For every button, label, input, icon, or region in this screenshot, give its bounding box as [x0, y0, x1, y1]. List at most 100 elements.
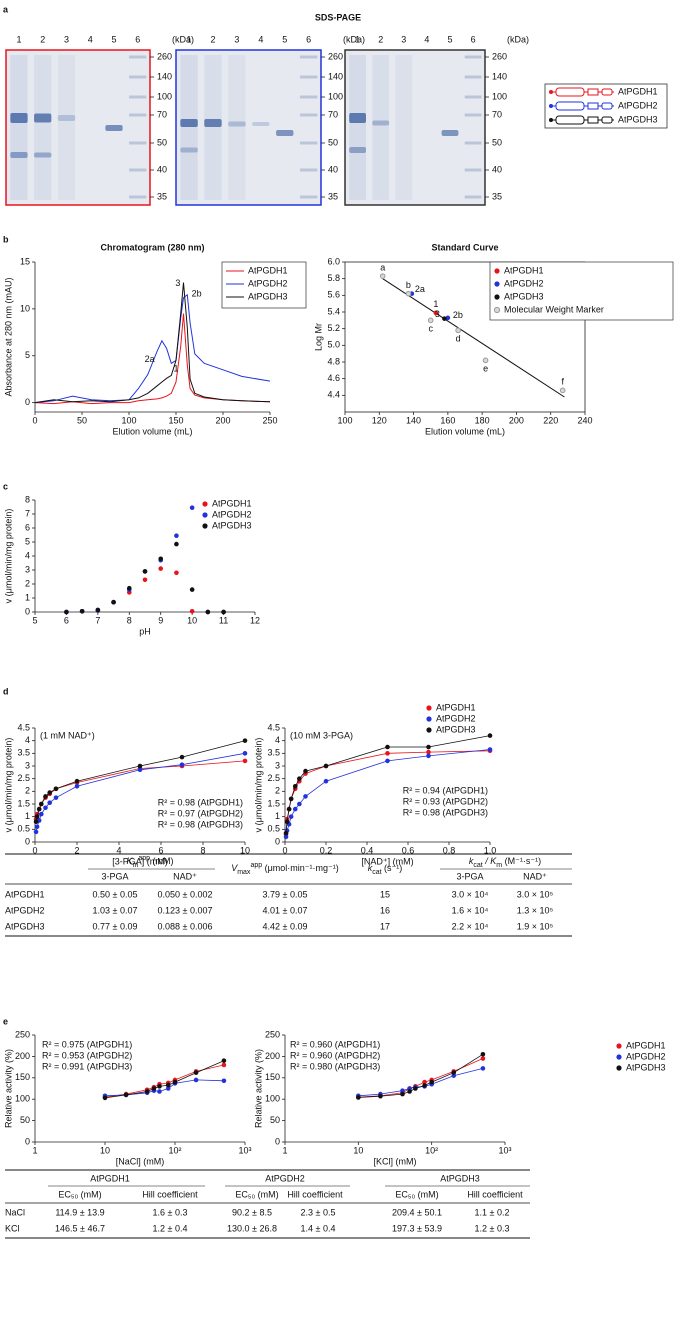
x-tick-label: 10³	[238, 1145, 251, 1155]
unit-label: (kDa)	[172, 34, 194, 44]
marker-label: 35	[328, 191, 338, 201]
marker-label: 40	[492, 164, 502, 174]
table-header: AtPGDH3	[440, 1173, 480, 1183]
point-label: 2b	[453, 310, 463, 320]
marker-label: 100	[492, 91, 507, 101]
marker-label: 140	[492, 71, 507, 81]
data-point	[221, 1058, 227, 1063]
data-point	[221, 1078, 227, 1084]
construct-tag	[549, 118, 553, 122]
y-tick-label: 4.5	[267, 722, 280, 732]
data-point	[442, 316, 447, 321]
construct-label: AtPGDH1	[618, 86, 658, 96]
data-point	[111, 599, 116, 605]
data-point	[283, 830, 289, 836]
point-label: f	[561, 377, 564, 387]
marker-label: 50	[492, 137, 502, 147]
band	[252, 122, 270, 126]
marker-band	[299, 195, 318, 199]
band	[34, 113, 52, 123]
point-label: 2a	[415, 284, 425, 294]
x-axis-label: [KCl] (mM)	[374, 1156, 417, 1166]
data-point	[451, 1070, 457, 1075]
y-tick-label: 4.8	[327, 356, 340, 366]
data-point	[292, 783, 298, 789]
annotation: R² = 0.98 (AtPGDH1)	[158, 797, 243, 807]
data-point	[36, 806, 42, 812]
data-point	[47, 790, 52, 795]
x-tick-label: 0.6	[402, 845, 415, 855]
header-part: m	[496, 862, 502, 869]
data-point	[179, 754, 185, 760]
legend-label: AtPGDH3	[436, 724, 476, 734]
x-tick-label: 10	[187, 615, 197, 625]
data-point	[427, 317, 434, 324]
y-tick-label: 200	[15, 1051, 30, 1061]
y-axis-label: Relative activity (%)	[253, 1049, 263, 1128]
data-point	[142, 569, 148, 574]
construct-domain	[601, 116, 613, 124]
marker-band	[299, 168, 318, 172]
data-point	[413, 1086, 418, 1091]
y-tick-label: 0	[25, 397, 30, 407]
legend-box	[489, 261, 674, 321]
header-part: (s⁻¹)	[382, 863, 403, 873]
y-tick-label: 2.5	[17, 773, 30, 783]
marker-label: 70	[492, 109, 502, 119]
data-point	[47, 800, 52, 806]
y-tick-label: 0	[275, 836, 280, 846]
y-tick-label: 3	[275, 760, 280, 770]
table-cell: 1.2 ± 0.3	[475, 1223, 510, 1233]
data-point	[429, 1079, 434, 1085]
y-tick-label: 5.8	[327, 273, 340, 283]
data-point	[445, 315, 451, 321]
data-point	[426, 753, 431, 759]
data-point	[379, 273, 386, 279]
data-point	[242, 738, 248, 743]
annotation: R² = 0.98 (AtPGDH3)	[158, 819, 243, 829]
legend-label: AtPGDH1	[504, 265, 544, 275]
header-part: (μmol·min⁻¹·mg⁻¹)	[262, 863, 339, 873]
data-point	[157, 1084, 162, 1089]
y-tick-label: 100	[15, 1094, 30, 1104]
lane-label: 1	[355, 34, 360, 44]
y-tick-label: 0	[25, 1136, 30, 1146]
marker-label: 260	[492, 51, 507, 61]
header-part: m	[132, 862, 138, 869]
x-tick-label: 0	[32, 415, 37, 425]
annotation: R² = 0.94 (AtPGDH1)	[403, 785, 488, 795]
marker-label: 100	[328, 91, 343, 101]
data-point	[455, 327, 461, 334]
data-point	[102, 1095, 108, 1101]
marker-band	[129, 75, 147, 79]
lane-smear	[395, 55, 413, 200]
table-cell: AtPGDH2	[5, 905, 45, 915]
lane-smear	[228, 55, 246, 200]
data-point	[422, 1079, 427, 1085]
data-point	[559, 387, 566, 394]
construct-domain	[555, 115, 585, 125]
annotation: R² = 0.960 (AtPGDH2)	[290, 1050, 380, 1060]
table-cell: 2.2 × 10⁴	[452, 921, 489, 931]
x-tick-label: 8	[127, 615, 132, 625]
y-tick-label: 8	[25, 494, 30, 504]
unit-label: (kDa)	[507, 34, 529, 44]
panel-label: c	[3, 481, 8, 491]
lane-label: 4	[424, 34, 429, 44]
table-subheader: NAD⁺	[523, 871, 547, 881]
band	[10, 113, 28, 123]
x-axis-label: [NaCl] (mM)	[116, 1156, 165, 1166]
header-part: (M⁻¹·s⁻¹)	[502, 856, 541, 866]
y-axis-label: v (μmol/min/mg protein)	[3, 509, 13, 604]
table-cell: 1.9 × 10⁵	[517, 921, 554, 931]
marker-label: 35	[492, 191, 502, 201]
legend-swatch	[202, 501, 208, 507]
legend-label: AtPGDH3	[248, 291, 288, 301]
legend-label: Molecular Weight Marker	[504, 304, 604, 314]
header-part: V	[231, 863, 238, 873]
marker-label: 70	[328, 109, 338, 119]
y-tick-label: 5	[25, 350, 30, 360]
data-point	[221, 609, 226, 615]
x-tick-label: 1	[282, 1145, 287, 1155]
